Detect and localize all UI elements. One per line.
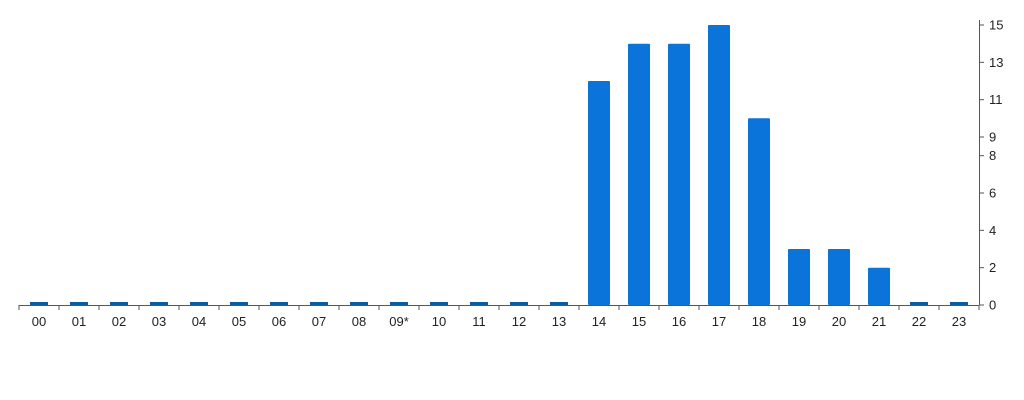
x-tick-label: 02 [112,314,126,329]
x-tick-label: 15 [632,314,646,329]
x-tick-label: 06 [272,314,286,329]
x-axis: 00 01 02 03 04 05 06 07 08 09* 10 11 12 13 14 15 16 17 18 1… [18,305,980,329]
y-tick-label: 6 [989,186,996,201]
y-tick-label: 4 [989,223,996,238]
bar-02 [110,302,128,305]
x-tick-label: 11 [472,314,486,329]
bar-12 [510,302,528,305]
bar-22 [910,302,928,305]
x-tick-label: 16 [672,314,686,329]
x-tick-label: 07 [312,314,326,329]
bar-23 [950,302,968,305]
y-tick-label: 13 [989,55,1003,70]
y-tick-label: 9 [989,130,996,145]
bar-20 [828,249,850,305]
x-tick-label: 00 [32,314,46,329]
x-tick-label: 04 [192,314,206,329]
bar-16 [668,43,690,305]
bar-06 [270,302,288,305]
bar-05 [230,302,248,305]
x-tick-label: 01 [72,314,86,329]
y-tick-label: 11 [989,92,1003,107]
y-axis: 0 2 4 6 8 9 11 13 15 [979,18,1003,313]
bar-18 [748,118,770,305]
bar-14 [588,81,610,305]
bar-04 [190,302,208,305]
x-tick-label: 10 [432,314,446,329]
y-tick-label: 2 [989,260,996,275]
x-tick-label: 19 [792,314,806,329]
bar-11 [470,302,488,305]
x-tick-label: 18 [752,314,766,329]
bar-08 [350,302,368,305]
x-tick-label: 12 [512,314,526,329]
x-tick-label: 05 [232,314,246,329]
bar-03 [150,302,168,305]
x-tick-label: 20 [832,314,846,329]
x-tick-label: 14 [592,314,606,329]
x-tick-label: 03 [152,314,166,329]
bar-19 [788,249,810,305]
bars-layer [30,25,968,305]
x-tick-label: 22 [912,314,926,329]
bar-13 [550,302,568,305]
y-tick-label: 0 [989,298,996,313]
x-tick-label: 13 [552,314,566,329]
bar-21 [868,267,890,305]
bar-17 [708,25,730,305]
y-tick-label: 8 [989,148,996,163]
x-tick-label: 23 [952,314,966,329]
bar-07 [310,302,328,305]
bar-10 [430,302,448,305]
x-tick-label: 09* [389,314,409,329]
bar-15 [628,43,650,305]
y-tick-label: 15 [989,18,1003,33]
bar-00 [30,302,48,305]
bar-01 [70,302,88,305]
bar-09* [390,302,408,305]
x-tick-label: 08 [352,314,366,329]
x-tick-label: 17 [712,314,726,329]
x-tick-label: 21 [872,314,886,329]
